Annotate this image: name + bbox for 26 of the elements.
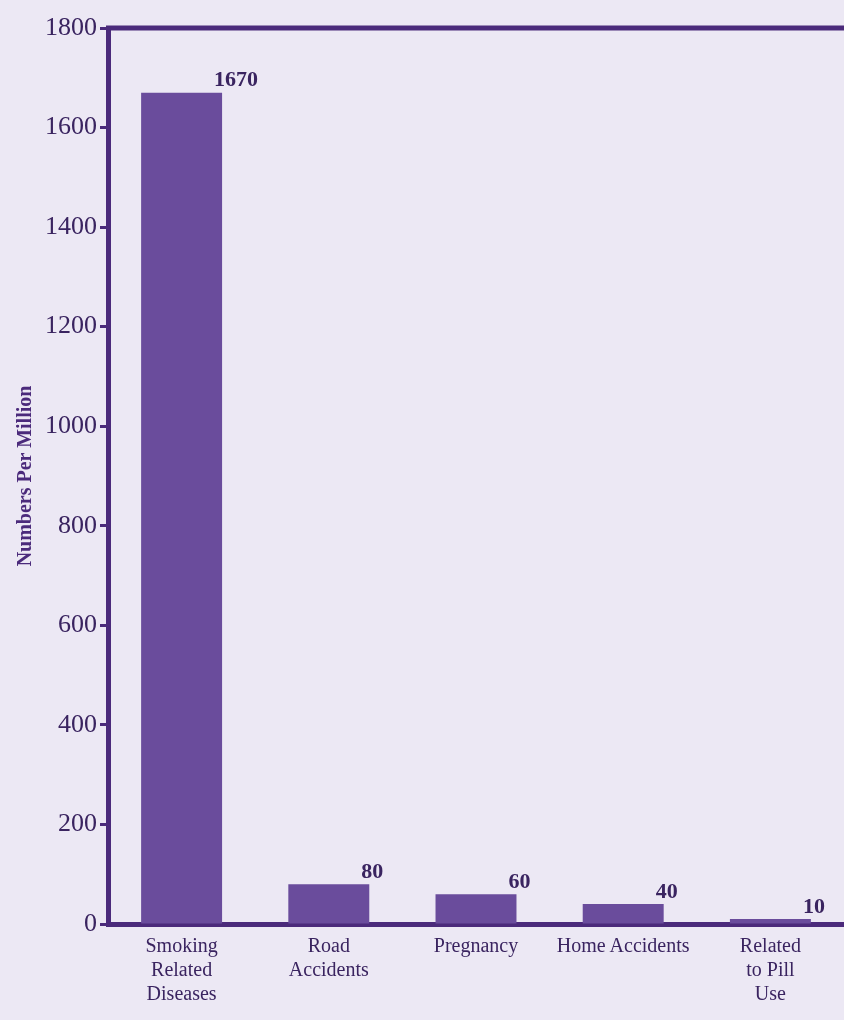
- y-tick-label: 800: [58, 509, 97, 539]
- data-label: 1670: [214, 66, 259, 92]
- x-tick-label: Smoking Related Diseases: [145, 934, 218, 1005]
- y-tick-label: 1600: [45, 111, 97, 141]
- x-tick-label: Home Accidents: [556, 934, 690, 957]
- bar: [288, 884, 370, 924]
- data-label: 60: [508, 867, 531, 893]
- y-tick-label: 1000: [45, 410, 97, 440]
- y-axis-title: Numbers Per Million: [13, 385, 36, 567]
- data-label: 40: [655, 877, 678, 903]
- x-tick-label: Pregnancy: [433, 934, 519, 958]
- bar: [729, 919, 811, 924]
- y-tick-label: 600: [58, 609, 97, 639]
- x-tick-label: Related to Pill Use: [739, 934, 801, 1005]
- y-tick-label: 1400: [45, 210, 97, 240]
- y-tick-label: 0: [84, 907, 97, 937]
- bar: [435, 894, 517, 924]
- y-tick-label: 200: [58, 808, 97, 838]
- data-label: 80: [361, 857, 384, 883]
- bar: [141, 92, 223, 924]
- y-tick-label: 400: [58, 708, 97, 738]
- data-label: 10: [802, 892, 825, 918]
- x-tick-label: Road Accidents: [288, 934, 369, 981]
- y-tick-label: 1200: [45, 310, 97, 340]
- y-tick-label: 1800: [45, 11, 97, 41]
- bar: [582, 904, 664, 924]
